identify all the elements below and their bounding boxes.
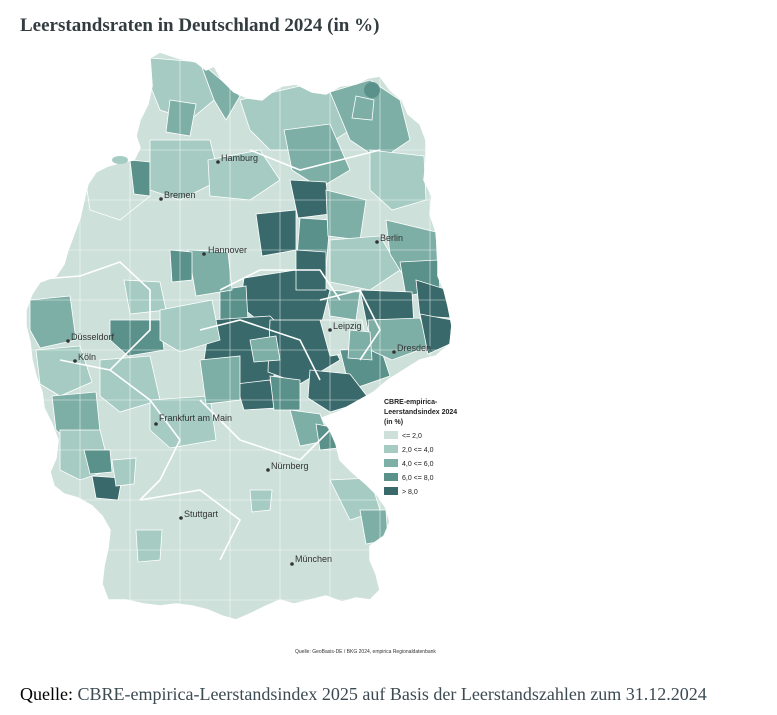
legend-swatch-1 [384, 431, 398, 439]
svg-text:Leerstandsindex 2024: Leerstandsindex 2024 [384, 409, 457, 416]
svg-text:Dresden: Dresden [397, 343, 431, 353]
legend-swatch-3 [384, 459, 398, 467]
legend-swatch-4 [384, 473, 398, 481]
source-footer: Quelle: CBRE-empirica-Leerstandsindex 20… [20, 684, 707, 705]
svg-text:Frankfurt am Main: Frankfurt am Main [159, 413, 232, 423]
svg-text:<= 2,0: <= 2,0 [402, 433, 422, 440]
svg-text:Leipzig: Leipzig [333, 321, 362, 331]
city-bremen: Bremen [159, 190, 196, 201]
city-hannover: Hannover [202, 245, 247, 256]
city-koeln: Köln [73, 352, 96, 363]
svg-text:Stuttgart: Stuttgart [184, 509, 219, 519]
svg-text:2,0 <= 4,0: 2,0 <= 4,0 [402, 447, 434, 454]
legend-swatch-2 [384, 445, 398, 453]
city-leipzig: Leipzig [328, 321, 362, 332]
svg-text:Köln: Köln [78, 352, 96, 362]
svg-text:4,0 <= 6,0: 4,0 <= 6,0 [402, 461, 434, 468]
svg-text:Düsseldorf: Düsseldorf [71, 332, 115, 342]
city-duesseldorf: Düsseldorf [66, 332, 115, 343]
svg-text:Nürnberg: Nürnberg [271, 461, 309, 471]
region-layer [29, 57, 452, 563]
map-legend: CBRE-empirica- Leerstandsindex 2024 (in … [384, 399, 457, 496]
city-frankfurt: Frankfurt am Main [154, 413, 232, 426]
frisian-island [112, 156, 128, 164]
svg-text:(in %): (in %) [384, 419, 403, 426]
city-markers: Hamburg Bremen Berlin Hannover Düsseldor… [66, 153, 431, 566]
city-dresden: Dresden [392, 343, 431, 354]
map-source-note: Quelle: GeoBasis-DE / BKG 2024, empirica… [295, 649, 436, 655]
legend-swatch-5 [384, 487, 398, 495]
svg-text:Hannover: Hannover [208, 245, 247, 255]
city-nuernberg: Nürnberg [266, 461, 309, 472]
city-berlin: Berlin [375, 233, 403, 244]
ruegen-island [364, 82, 380, 98]
svg-text:Bremen: Bremen [164, 190, 196, 200]
footer-text: CBRE-empirica-Leerstandsindex 2025 auf B… [77, 684, 707, 704]
map-title: Leerstandsraten in Deutschland 2024 (in … [20, 15, 380, 36]
state-borders [29, 149, 381, 561]
svg-text:Berlin: Berlin [380, 233, 403, 243]
svg-text:6,0 <= 8,0: 6,0 <= 8,0 [402, 475, 434, 482]
footer-label: Quelle: [20, 684, 73, 704]
svg-text:Hamburg: Hamburg [221, 153, 258, 163]
svg-text:München: München [295, 554, 332, 564]
city-stuttgart: Stuttgart [179, 509, 219, 520]
svg-text:> 8,0: > 8,0 [402, 489, 418, 496]
city-muenchen: München [290, 554, 332, 566]
svg-text:CBRE-empirica-: CBRE-empirica- [384, 399, 438, 406]
city-hamburg: Hamburg [216, 153, 258, 164]
